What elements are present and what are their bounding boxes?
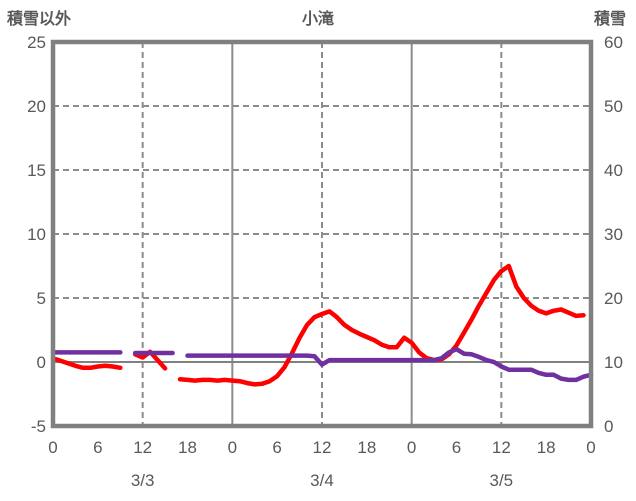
right-axis-tick-label: 10 — [604, 353, 623, 372]
left-axis-tick-label: 20 — [27, 97, 46, 116]
x-axis-hour-label: 6 — [272, 438, 281, 457]
x-axis-hour-label: 12 — [492, 438, 511, 457]
right-axis-tick-label: 60 — [604, 33, 623, 52]
right-axis-tick-label: 20 — [604, 289, 623, 308]
x-axis-hour-label: 0 — [228, 438, 237, 457]
left-axis-tick-label: 10 — [27, 225, 46, 244]
right-axis-tick-label: 50 — [604, 97, 623, 116]
left-axis-tick-label: -5 — [31, 417, 46, 436]
series-purple-line — [50, 346, 594, 383]
right-axis-title: 積雪 — [593, 11, 626, 28]
left-axis-tick-label: 0 — [37, 353, 46, 372]
x-axis-hour-label: 6 — [93, 438, 102, 457]
left-axis-title: 積雪以外 — [7, 11, 72, 28]
x-axis-date-label: 3/3 — [131, 471, 155, 490]
x-axis-hour-label: 0 — [48, 438, 57, 457]
right-axis-tick-label: 30 — [604, 225, 623, 244]
x-axis-hour-label: 12 — [313, 438, 332, 457]
x-axis-hour-label: 0 — [586, 438, 595, 457]
x-axis-hour-label: 18 — [178, 438, 197, 457]
x-axis-date-label: 3/5 — [490, 471, 514, 490]
left-axis-tick-label: 5 — [37, 289, 46, 308]
x-axis-hour-label: 6 — [452, 438, 461, 457]
chart-title: 小滝 — [301, 11, 334, 28]
left-axis-tick-label: 25 — [27, 33, 46, 52]
right-axis-tick-label: 40 — [604, 161, 623, 180]
x-axis-hour-label: 18 — [537, 438, 556, 457]
x-axis-hour-label: 0 — [407, 438, 416, 457]
right-axis-tick-label: 0 — [604, 417, 613, 436]
plot-border — [50, 39, 594, 429]
x-axis-date-label: 3/4 — [310, 471, 334, 490]
x-axis-hour-label: 18 — [357, 438, 376, 457]
left-axis-tick-label: 15 — [27, 161, 46, 180]
x-axis-hour-label: 12 — [133, 438, 152, 457]
